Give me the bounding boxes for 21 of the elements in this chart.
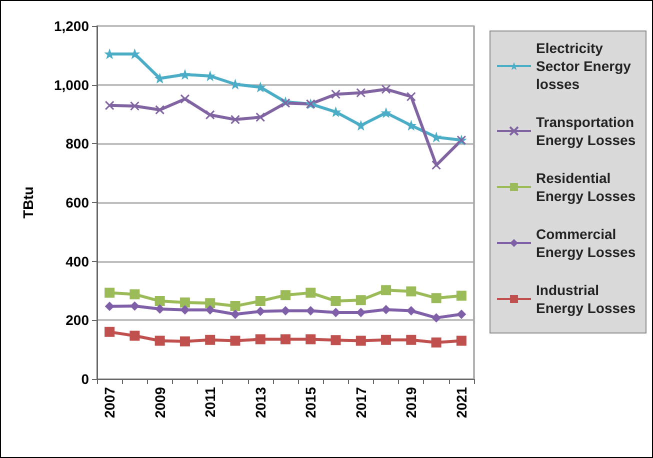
y-tick-label: 800 bbox=[66, 136, 90, 152]
x-tick-label: 2021 bbox=[453, 386, 470, 418]
legend-label: Electricity Sector Energy losses bbox=[536, 40, 635, 92]
y-tick-label: 200 bbox=[66, 312, 90, 328]
x-tick-label: 2019 bbox=[403, 386, 420, 418]
x-tick-label: 2017 bbox=[352, 386, 369, 418]
x-tick-label: 2015 bbox=[302, 386, 319, 418]
y-tick-label: 1,200 bbox=[54, 18, 90, 34]
x-tick-label: 2013 bbox=[252, 386, 268, 418]
x-tick-label: 2011 bbox=[202, 386, 218, 418]
legend-label: Residential Energy Losses bbox=[536, 170, 636, 204]
y-axis-title: TBtu bbox=[20, 186, 36, 218]
legend-label: Commercial Energy Losses bbox=[536, 226, 636, 260]
x-tick-label: 2007 bbox=[102, 386, 118, 418]
y-tick-label: 0 bbox=[81, 371, 90, 387]
y-tick-label: 600 bbox=[66, 194, 90, 210]
y-tick-label: 1,000 bbox=[54, 76, 90, 93]
legend-label: Industrial Energy Losses bbox=[536, 282, 636, 316]
legend-label: Transportation Energy Losses bbox=[536, 114, 638, 148]
y-tick-label: 400 bbox=[66, 253, 90, 270]
x-tick-label: 2009 bbox=[152, 386, 168, 418]
